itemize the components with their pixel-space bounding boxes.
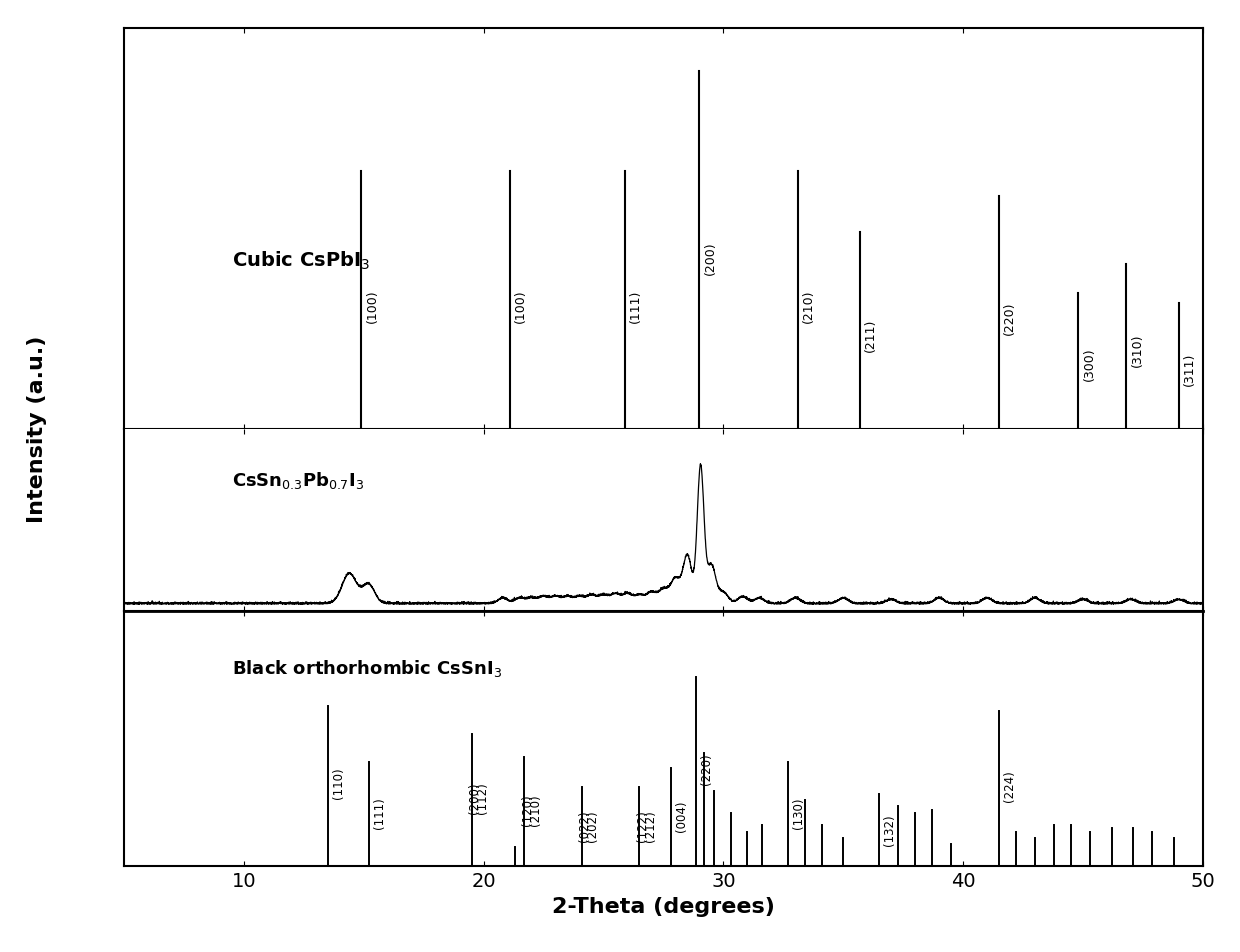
Text: (111): (111): [373, 797, 386, 828]
Text: Intensity (a.u.): Intensity (a.u.): [27, 335, 47, 522]
Text: (110): (110): [332, 767, 345, 799]
Text: (212): (212): [644, 809, 657, 841]
Text: (300): (300): [1083, 347, 1095, 381]
Text: (200): (200): [467, 782, 481, 813]
Text: (200): (200): [703, 241, 717, 274]
Text: (130): (130): [792, 797, 805, 828]
Text: (022): (022): [578, 809, 591, 841]
Text: (310): (310): [1131, 333, 1143, 367]
X-axis label: 2-Theta (degrees): 2-Theta (degrees): [552, 896, 775, 916]
Text: (224): (224): [1003, 770, 1017, 802]
Text: (004): (004): [675, 800, 688, 831]
Text: (210): (210): [528, 794, 542, 825]
Text: (311): (311): [1183, 352, 1197, 386]
Text: (120): (120): [521, 794, 533, 825]
Text: (211): (211): [864, 318, 877, 351]
Text: (111): (111): [630, 288, 642, 323]
Text: (220): (220): [701, 752, 713, 783]
Text: (122): (122): [636, 809, 649, 841]
Text: Black orthorhombic CsSnI$_3$: Black orthorhombic CsSnI$_3$: [232, 657, 502, 678]
Text: (210): (210): [802, 288, 815, 323]
Text: CsSn$_{0.3}$Pb$_{0.7}$I$_3$: CsSn$_{0.3}$Pb$_{0.7}$I$_3$: [232, 469, 365, 490]
Text: (132): (132): [883, 813, 897, 844]
Text: (220): (220): [1003, 301, 1017, 334]
Text: (202): (202): [587, 809, 599, 841]
Text: (100): (100): [366, 288, 378, 323]
Text: (112): (112): [476, 782, 489, 813]
Text: Cubic CsPbI$_3$: Cubic CsPbI$_3$: [232, 249, 371, 272]
Text: (100): (100): [515, 288, 527, 323]
